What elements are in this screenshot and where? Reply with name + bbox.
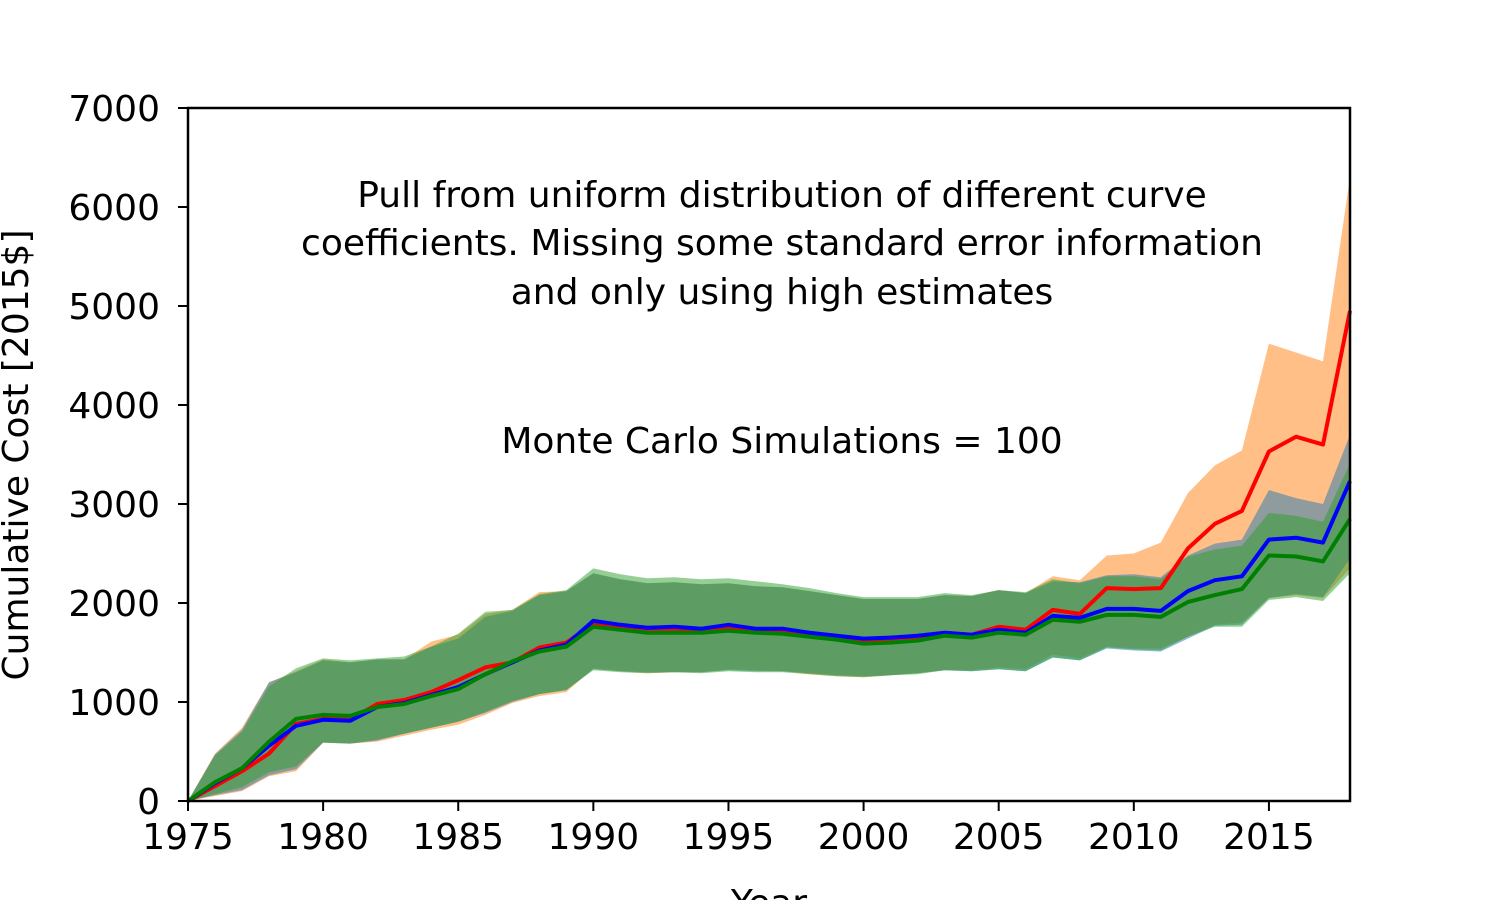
x-tick-label: 2015 [1223, 817, 1315, 858]
x-axis-ticks: 1975 1980 1985 1990 1995 2000 2005 2010 2015 [142, 801, 1315, 858]
annotation-simulations: Monte Carlo Simulations = 100 [501, 421, 1062, 462]
annotation-line-2: coefficients. Missing some standard erro… [301, 223, 1263, 264]
y-tick-label: 2000 [68, 584, 160, 625]
y-axis-ticks: 0 1000 2000 3000 4000 5000 6000 7000 [68, 89, 188, 823]
line-green [186, 517, 1352, 803]
confidence-bands [188, 177, 1350, 802]
annotation-line-1: Pull from uniform distribution of differ… [357, 175, 1207, 216]
y-tick-label: 4000 [68, 386, 160, 427]
y-tick-label: 7000 [68, 89, 160, 130]
y-tick-label: 1000 [68, 683, 160, 724]
x-tick-label: 1980 [277, 817, 369, 858]
x-tick-label: 1985 [412, 817, 504, 858]
annotation-line-3: and only using high estimates [511, 272, 1054, 313]
y-tick-label: 0 [137, 782, 160, 823]
x-tick-label: 1975 [142, 817, 234, 858]
y-tick-label: 3000 [68, 485, 160, 526]
series-lines [186, 310, 1352, 803]
y-tick-label: 5000 [68, 287, 160, 328]
x-tick-label: 1995 [683, 817, 775, 858]
x-tick-label: 2000 [818, 817, 910, 858]
x-tick-label: 1990 [548, 817, 640, 858]
x-tick-label: 2005 [953, 817, 1045, 858]
y-axis-label: Cumulative Cost [2015$] [0, 229, 37, 680]
x-tick-label: 2010 [1088, 817, 1180, 858]
plot-frame [186, 106, 1352, 803]
y-tick-label: 6000 [68, 188, 160, 229]
x-axis-label: Year [730, 883, 807, 900]
